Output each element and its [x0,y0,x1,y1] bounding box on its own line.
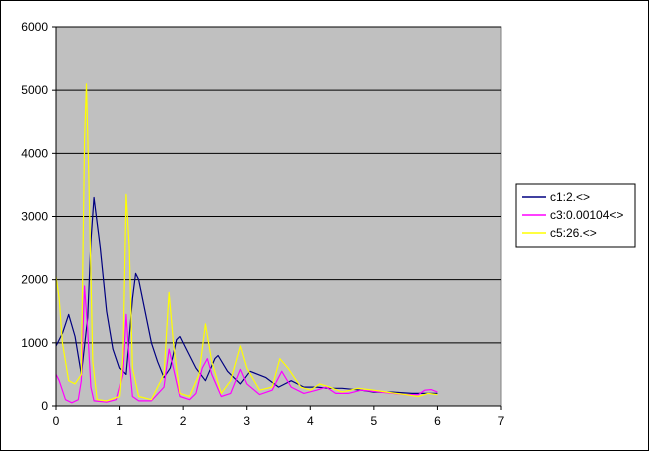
series-line-2 [55,285,438,404]
legend-label-2: c3:0.00104<> [550,208,623,222]
x-tick-label: 0 [53,414,60,428]
y-tick-label: 2000 [21,273,48,287]
x-tick-label: 2 [180,414,187,428]
y-axis-ticks: 0 1000 2000 3000 4000 5000 6000 [21,20,56,413]
y-tick-label: 5000 [21,83,48,97]
y-tick-label: 0 [41,399,48,413]
y-tick-label: 3000 [21,210,48,224]
x-tick-label: 3 [243,414,250,428]
y-tick-label: 1000 [21,336,48,350]
legend-label-1: c1:2.<> [550,190,590,204]
series-group [55,83,438,404]
series-line-3 [55,83,438,402]
x-tick-label: 6 [434,414,441,428]
x-tick-label: 1 [116,414,123,428]
y-tick-label: 6000 [21,20,48,34]
legend-label-3: c5:26.<> [550,226,597,240]
x-tick-label: 7 [498,414,505,428]
legend: c1:2.<> c3:0.00104<> c5:26.<> [515,183,636,248]
x-tick-label: 5 [371,414,378,428]
y-tick-label: 4000 [21,146,48,160]
x-axis-ticks: 0 1 2 3 4 5 6 7 [53,406,505,428]
x-tick-label: 4 [307,414,314,428]
